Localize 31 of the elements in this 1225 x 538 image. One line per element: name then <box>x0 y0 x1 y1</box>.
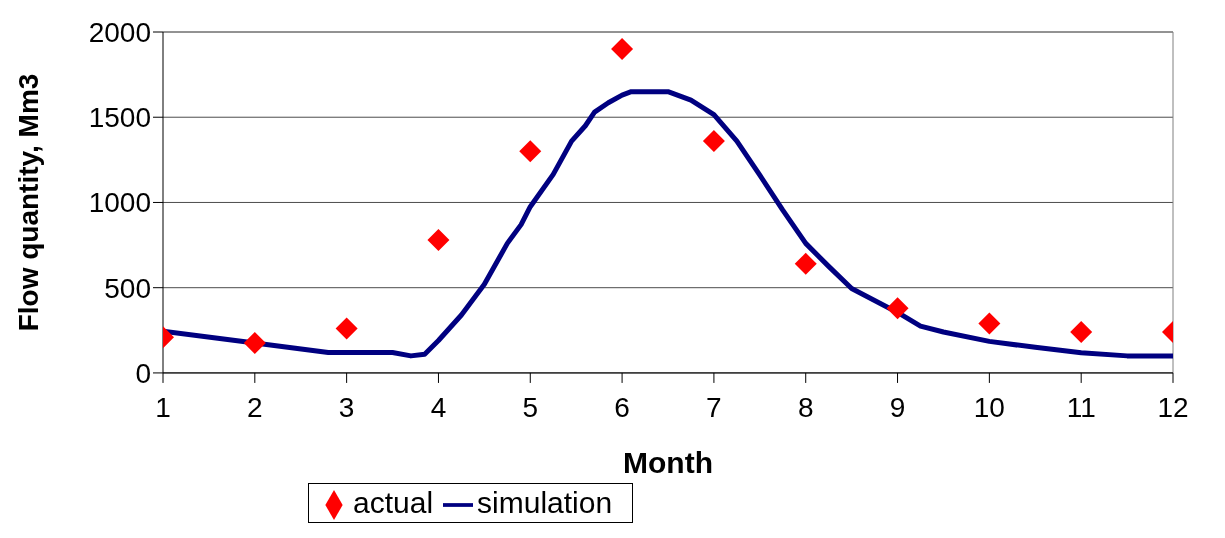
point <box>611 38 634 61</box>
legend-label: simulation <box>477 485 613 519</box>
x-tick-label: 2 <box>247 391 263 423</box>
x-tick-label: 7 <box>706 391 722 423</box>
point <box>702 130 725 153</box>
point <box>335 317 358 340</box>
point <box>519 140 542 163</box>
y-tick-label: 1000 <box>88 187 151 219</box>
y-tick-label: 500 <box>104 272 151 304</box>
y-tick-label: 2000 <box>88 16 151 48</box>
x-tick-label: 11 <box>1066 391 1096 423</box>
x-tick-label: 5 <box>522 391 539 423</box>
point <box>794 252 817 275</box>
y-tick-label: 0 <box>135 357 151 389</box>
x-tick-label: 9 <box>889 391 906 423</box>
x-tick-label: 8 <box>797 391 814 423</box>
point <box>1070 321 1093 344</box>
point <box>243 332 266 355</box>
y-tick-label: 1500 <box>88 102 151 134</box>
x-tick-label: 1 <box>155 391 171 423</box>
x-tick-label: 10 <box>973 391 1005 423</box>
point <box>886 297 909 320</box>
legend-label: actual <box>353 485 434 519</box>
x-axis-title: Month <box>623 445 713 479</box>
y-axis-title: Flow quantity, Mm3 <box>12 73 44 332</box>
point <box>978 312 1001 335</box>
x-tick-label: 12 <box>1157 391 1189 423</box>
point <box>427 228 450 251</box>
x-tick-label: 3 <box>338 391 355 423</box>
x-tick-label: 6 <box>614 391 630 423</box>
x-tick-label: 4 <box>430 391 447 423</box>
